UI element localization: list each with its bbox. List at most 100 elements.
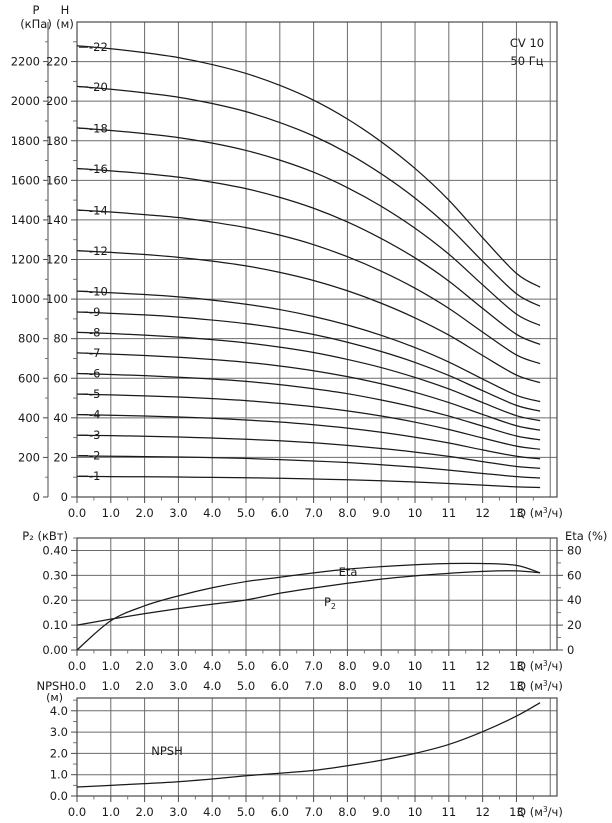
p2-series-label: P2	[324, 595, 336, 611]
pressure-axis-tick-label: 2000	[11, 94, 40, 108]
flow-axis-top-tick-label: 1.0	[102, 679, 120, 693]
flow-axis-tick-label: 6.0	[271, 659, 289, 673]
head-curve	[76, 434, 541, 469]
flow-axis-tick-label: 4.0	[203, 506, 221, 520]
head-curve	[76, 331, 541, 422]
flow-axis-title: Q (м3/ч)	[517, 805, 563, 819]
eta-series-label: Eta	[339, 565, 358, 579]
flow-axis-tick-label: 13	[509, 506, 524, 520]
pressure-axis-tick-label: 800	[18, 332, 40, 346]
model-frequency-label: 50 Гц	[510, 54, 543, 68]
model-name-label: CV 10	[510, 36, 544, 50]
flow-axis-tick-label: 0.0	[68, 659, 86, 673]
curve-label-stage12: -12	[89, 244, 108, 258]
npsh-axis-tick-label: 3.0	[50, 725, 68, 739]
flow-axis-tick-label: 13	[509, 805, 524, 819]
head-curve	[76, 352, 541, 431]
flow-axis-tick-label: 8.0	[338, 506, 356, 520]
flow-axis-tick-label: 5.0	[237, 659, 255, 673]
eta-axis-tick-label: 60	[567, 568, 582, 582]
flow-axis-tick-label: 13	[509, 659, 524, 673]
npsh-axis-unit: (м)	[46, 691, 63, 704]
head-axis-unit: (м)	[56, 17, 74, 31]
flow-axis-tick-label: 5.0	[237, 506, 255, 520]
curve-label-stage18: -18	[89, 121, 108, 135]
pressure-axis-tick-label: 0	[33, 490, 40, 504]
flow-axis-tick-label: 2.0	[135, 506, 153, 520]
flow-axis-tick-label: 11	[442, 659, 457, 673]
flow-axis-tick-label: 7.0	[304, 805, 322, 819]
head-axis-tick-label: 60	[53, 371, 68, 385]
flow-axis-tick-label: 2.0	[135, 659, 153, 673]
pressure-axis-tick-label: 1000	[11, 292, 40, 306]
npsh-axis-tick-label: 4.0	[50, 704, 68, 718]
head-axis-tick-label: 40	[53, 411, 68, 425]
head-curve	[76, 45, 541, 288]
flow-axis-tick-label: 8.0	[338, 805, 356, 819]
main-head-curve-chart: 0200400600800100012001400160018002000220…	[11, 3, 563, 520]
head-axis-tick-label: 180	[46, 134, 68, 148]
flow-axis-tick-label: 11	[442, 506, 457, 520]
flow-axis-tick-label: 3.0	[169, 506, 187, 520]
head-curve	[76, 290, 541, 403]
power-curve	[76, 570, 541, 626]
head-curve	[76, 249, 541, 384]
flow-axis-top-tick-label: 13	[509, 679, 524, 693]
head-curve	[76, 455, 541, 479]
head-axis-tick-label: 0	[61, 490, 68, 504]
flow-axis-tick-label: 11	[442, 805, 457, 819]
flow-axis-tick-label: 4.0	[203, 805, 221, 819]
flow-axis-tick-label: 3.0	[169, 805, 187, 819]
flow-axis-top-tick-label: 0.0	[68, 679, 86, 693]
power-axis-tick-label: 0.10	[42, 618, 68, 632]
head-axis-tick-label: 200	[46, 94, 68, 108]
flow-axis-tick-label: 5.0	[237, 805, 255, 819]
head-curve	[76, 127, 541, 326]
flow-axis-tick-label: 1.0	[102, 506, 120, 520]
curve-label-stage5: -5	[89, 387, 100, 401]
head-axis-tick-label: 160	[46, 173, 68, 187]
flow-axis-tick-label: 9.0	[372, 659, 390, 673]
npsh-chart-plot: 0.0 1.0 2.0 3.0 4.0 5.0 6.0 7.0 8.0 9.0 10 11 12 13Q …	[37, 679, 563, 819]
eta-axis-tick-label: 20	[567, 618, 582, 632]
head-curve	[76, 85, 541, 307]
flow-axis-tick-label: 0.0	[68, 805, 86, 819]
main-chart-frame	[76, 21, 558, 498]
eta-axis-tick-label: 0	[567, 643, 574, 657]
head-curve	[76, 414, 541, 460]
flow-axis-tick-label: 2.0	[135, 805, 153, 819]
pressure-axis-tick-label: 400	[18, 411, 40, 425]
curve-label-stage20: -20	[89, 80, 108, 94]
flow-axis-tick-label: 6.0	[271, 805, 289, 819]
curve-label-stage3: -3	[89, 428, 100, 442]
pressure-axis-tick-label: 200	[18, 450, 40, 464]
flow-axis-tick-label: 7.0	[304, 506, 322, 520]
flow-axis-tick-label: 3.0	[169, 659, 187, 673]
head-curve	[76, 311, 541, 412]
curve-label-stage22: -22	[89, 40, 108, 54]
head-axis-tick-label: 20	[53, 450, 68, 464]
flow-axis-tick-label: 10	[408, 805, 423, 819]
flow-axis-tick-label: 1.0	[102, 805, 120, 819]
flow-axis-tick-label: 12	[475, 659, 490, 673]
head-axis-tick-label: 220	[46, 55, 68, 69]
pressure-axis-tick-label: 1800	[11, 134, 40, 148]
flow-axis-tick-label: 12	[475, 805, 490, 819]
eta-axis-tick-label: 40	[567, 593, 582, 607]
main-chart-plot: 0200400600800100012001400160018002000220…	[11, 3, 563, 520]
power-chart-frame	[76, 537, 558, 651]
npsh-axis-tick-label: 0.0	[50, 789, 68, 803]
head-axis-title: H	[61, 3, 70, 17]
npsh-axis-tick-label: 2.0	[50, 746, 68, 760]
head-curve	[76, 167, 541, 345]
curve-label-stage8: -8	[89, 325, 100, 339]
head-axis-tick-label: 120	[46, 253, 68, 267]
npsh-series-label: NPSH	[151, 744, 183, 758]
power-axis-title: P₂ (кВт)	[22, 529, 68, 543]
head-curve	[76, 372, 541, 441]
head-curve	[76, 393, 541, 450]
head-axis-tick-label: 80	[53, 332, 68, 346]
power-axis-tick-label: 0.30	[42, 568, 68, 582]
